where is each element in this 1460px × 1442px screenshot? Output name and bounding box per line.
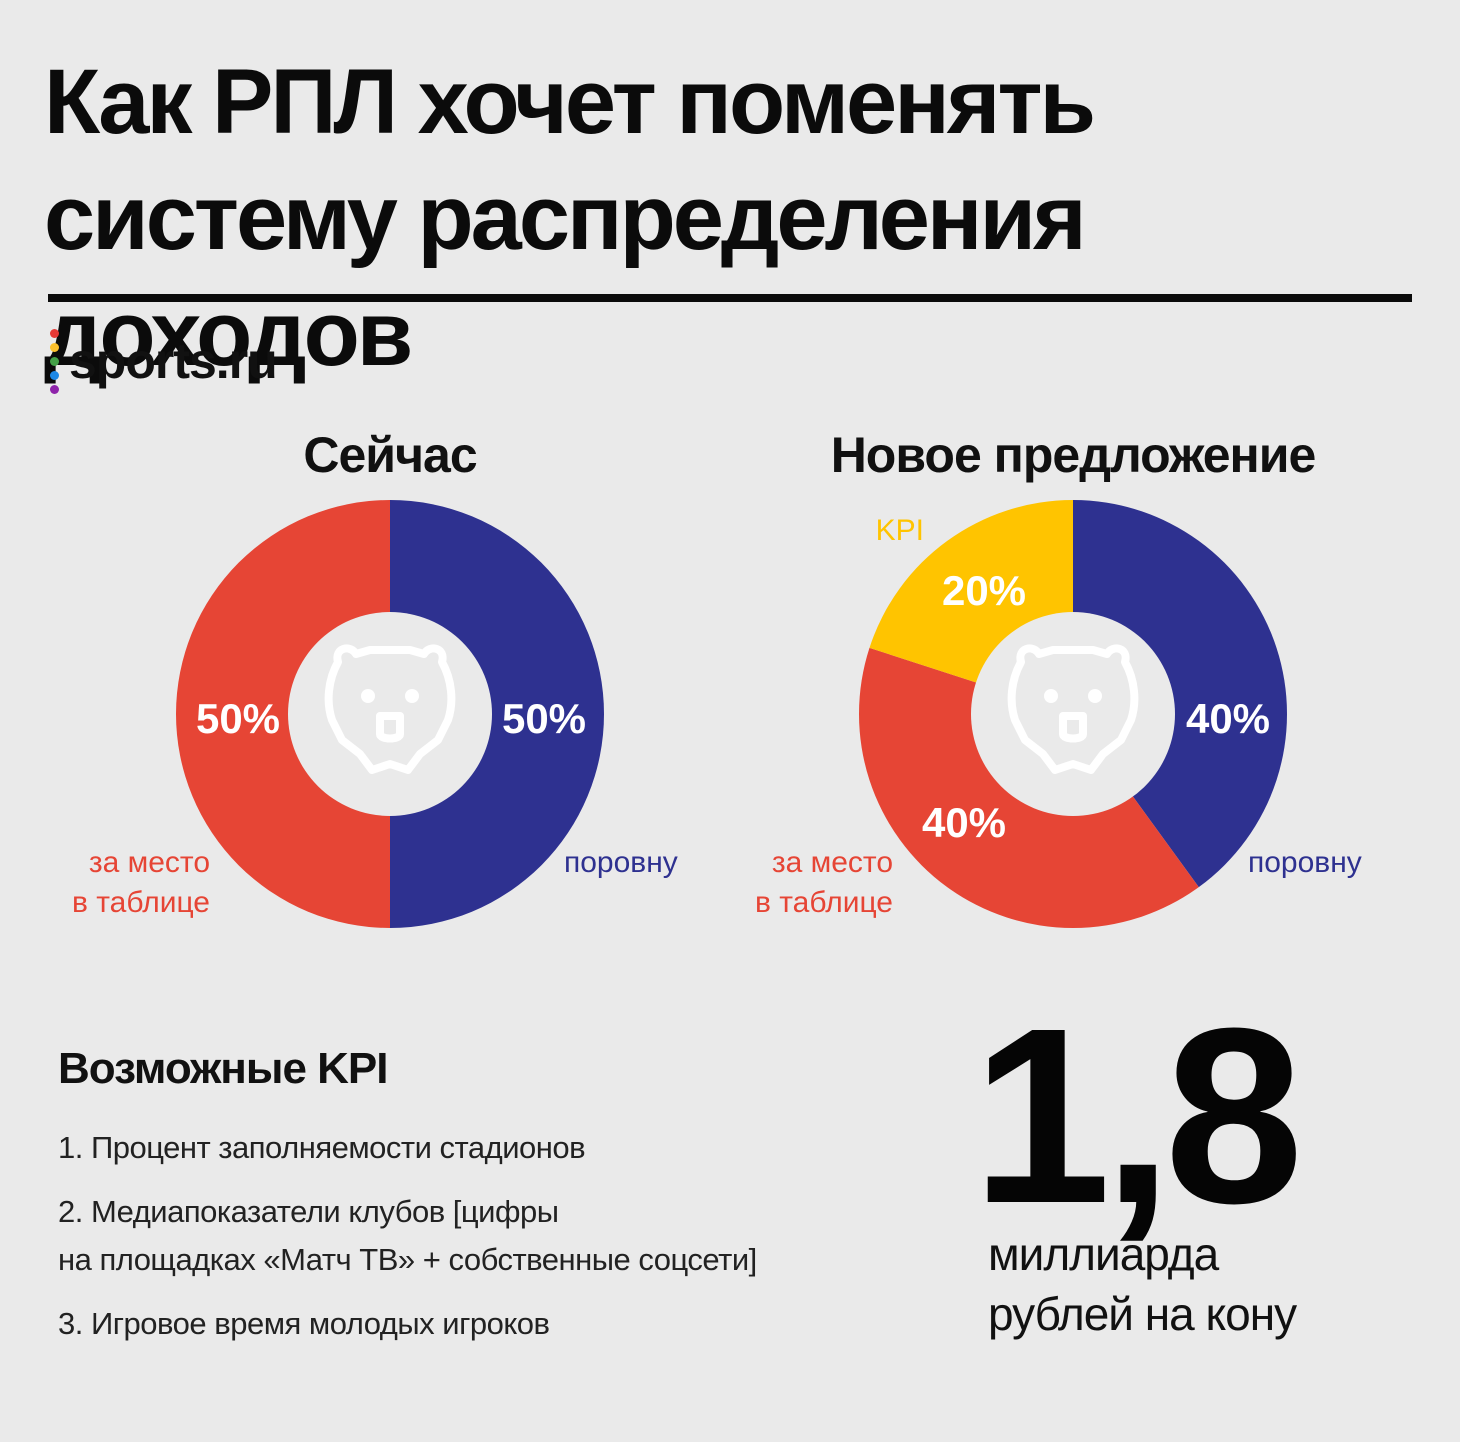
bear-logo-icon (324, 644, 456, 774)
stake-number: 1,8 (972, 976, 1304, 1255)
slice-annotation: за место в таблице (755, 846, 893, 919)
chart-title-proposal: Новое предложение (830, 427, 1317, 483)
bear-logo-icon (1007, 644, 1139, 774)
logo-dot (50, 384, 59, 394)
donut-slice (390, 500, 604, 928)
slice-percent-label: 50% (502, 695, 586, 742)
donut-slice (1073, 500, 1287, 888)
donut-slice (176, 500, 390, 928)
chart-title-current: Сейчас (303, 427, 477, 483)
logo-text: sports.ru (69, 333, 278, 389)
stake-caption: миллиарда рублей на кону (988, 1228, 1297, 1340)
slice-annotation-line: в таблице (72, 886, 210, 919)
title-divider (48, 294, 1412, 302)
slice-annotation: за место в таблице (72, 846, 210, 919)
kpi-item: 3. Игровое время молодых игроков (58, 1306, 550, 1341)
slice-percent-label: 40% (1186, 695, 1270, 742)
slice-annotation: поровну (564, 846, 678, 879)
slice-annotation-line: за место (772, 846, 893, 879)
slice-percent-label: 20% (942, 567, 1026, 614)
slice-annotation-line: поровну (1248, 846, 1362, 879)
kpi-item: 1. Процент заполняемости стадионов (58, 1130, 586, 1165)
logo-dot (50, 370, 59, 380)
slice-annotation-line: поровну (564, 846, 678, 879)
kpi-list: 1. Процент заполняемости стадионов 2. Ме… (58, 1124, 878, 1364)
logo-dot (50, 342, 59, 352)
slice-annotation: KPI (876, 514, 924, 547)
page-title: Как РПЛ хочет поменять систему распредел… (44, 51, 1096, 385)
donut-charts: 50% поровну 50% за место в таблице 40% поровну… (72, 500, 1362, 928)
slice-annotation: поровну (1248, 846, 1362, 879)
slice-annotation-line: за место (89, 846, 210, 879)
logo-dot (50, 328, 59, 338)
kpi-item: 2. Медиапоказатели клубов [цифры на площ… (58, 1194, 757, 1277)
logo-dot (50, 356, 59, 366)
slice-annotation-line: в таблице (755, 886, 893, 919)
logo-dots-icon (50, 328, 59, 394)
slice-percent-label: 40% (922, 799, 1006, 846)
slice-annotation-line: KPI (876, 514, 924, 547)
sports-ru-logo[interactable]: sports.ru (50, 328, 278, 394)
kpi-heading: Возможные KPI (58, 1044, 389, 1093)
slice-percent-label: 50% (196, 695, 280, 742)
